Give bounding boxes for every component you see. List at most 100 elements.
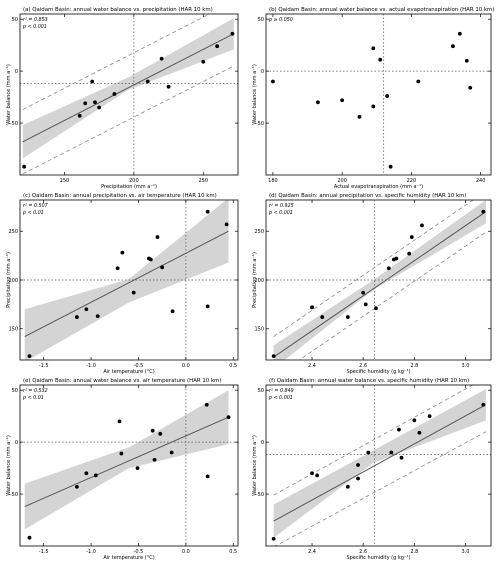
x-axis-label: Specific humidity (g kg⁻¹) (346, 369, 410, 375)
panel-f: 2.4 2.6 2.8 3.0 -50 0 50 (f) Qaidam Basin: annu… (252, 378, 492, 561)
data-point (409, 235, 414, 239)
y-tick-label: 250 (8, 229, 18, 235)
panel-d: 2.4 2.6 2.8 3.0 150 200 250 (d) Qaidam Basin: a… (252, 193, 492, 375)
data-point (205, 304, 210, 309)
data-point (345, 315, 350, 319)
chart-title: (b) Qaidam Basin: annual water balance v… (269, 7, 494, 13)
data-point (77, 113, 82, 118)
data-point (112, 92, 117, 96)
data-point (117, 419, 122, 424)
plot-frame (19, 384, 239, 547)
data-point (315, 473, 320, 478)
data-point (310, 305, 314, 310)
data-point (84, 471, 89, 476)
data-point (27, 354, 32, 358)
x-tick-label: 2.8 (410, 363, 418, 369)
data-point (356, 463, 360, 467)
data-point (169, 450, 174, 455)
x-tick-label: 2.4 (308, 363, 316, 369)
y-tick-label: -50 (10, 121, 18, 127)
data-point (320, 315, 325, 319)
x-tick-label: 2.6 (359, 549, 367, 555)
regression-line (273, 404, 487, 522)
regression-line (273, 211, 487, 358)
x-axis-label: Precipitation (mm a⁻¹) (101, 184, 157, 190)
data-point (374, 306, 378, 311)
plot-area (266, 200, 491, 360)
data-point (226, 415, 231, 420)
x-axis-label: Air temperature (°C) (103, 369, 154, 375)
y-axis-label: Precipitation (mm a⁻¹) (252, 252, 258, 308)
prediction-lower-line (274, 431, 487, 546)
x-tick-label: -1.0 (86, 549, 96, 555)
data-point (451, 44, 455, 49)
data-point (119, 451, 124, 456)
stat-annotation: r² = 0.532 (23, 388, 48, 394)
data-point (160, 265, 165, 270)
data-point (271, 79, 275, 84)
data-point (388, 164, 393, 169)
plot-frame (265, 384, 492, 547)
x-tick-label: 2.8 (410, 549, 418, 555)
x-tick-label: 2.4 (308, 549, 316, 555)
data-point (399, 455, 404, 460)
data-point (481, 209, 486, 214)
panel-b: 180 200 220 240 -50 0 50 (b) Qaidam Basin: annu… (252, 7, 494, 190)
chart-title: (a) Qaidam Basin: annual water balance v… (23, 7, 213, 13)
x-tick-label: 220 (407, 178, 417, 184)
data-point (97, 105, 102, 110)
y-tick-label: 50 (12, 17, 18, 23)
x-axis-label: Actual evapotranspiration (mm a⁻¹) (334, 184, 423, 190)
data-point (464, 58, 469, 63)
data-point (371, 104, 376, 109)
data-point (386, 266, 391, 271)
data-point (468, 85, 473, 90)
data-point (420, 223, 424, 228)
regression-line (24, 416, 229, 507)
y-tick-label: 0 (15, 440, 18, 446)
stat-annotation: p < 0.001 (268, 395, 293, 401)
data-point (385, 94, 390, 98)
y-tick-label: 150 (254, 327, 264, 333)
stat-annotation: p < 0.001 (22, 24, 47, 30)
stat-annotation: p < 0.01 (22, 395, 44, 401)
data-point (155, 235, 160, 239)
x-tick-label: 0.0 (182, 549, 190, 555)
y-tick-label: 0 (261, 440, 264, 446)
data-point (115, 266, 120, 271)
data-point (27, 535, 32, 540)
data-point (363, 302, 368, 307)
y-axis-label: Water balance (mm a⁻¹) (6, 64, 12, 125)
confidence-band (273, 200, 486, 360)
stat-annotation: p ≥ 0.050 (268, 17, 293, 23)
x-axis-label: Air temperature (°C) (103, 555, 154, 561)
y-tick-label: 250 (254, 229, 264, 235)
y-axis-label: Precipitation (mm a⁻¹) (6, 252, 12, 308)
data-point (271, 354, 276, 358)
data-point (345, 484, 350, 489)
regression-line (22, 33, 235, 143)
data-point (230, 31, 235, 36)
panel-a: 150 200 250 -50 0 50 (a) Qaidam Basin: annual … (6, 7, 239, 190)
y-tick-label: 200 (8, 278, 18, 284)
data-point (361, 290, 366, 295)
data-point (145, 79, 150, 84)
data-point (201, 59, 206, 64)
data-point (397, 427, 401, 432)
x-tick-label: 0.0 (182, 363, 190, 369)
prediction-upper-line (273, 200, 474, 337)
data-point (131, 290, 136, 295)
y-tick-label: -50 (256, 492, 264, 498)
y-tick-label: 50 (258, 17, 264, 23)
plot-area (20, 14, 238, 175)
y-axis-label: Water balance (mm a⁻¹) (252, 64, 258, 125)
confidence-band (24, 390, 229, 530)
data-point (74, 484, 79, 489)
data-point (83, 101, 88, 106)
x-tick-label: 240 (476, 178, 486, 184)
x-tick-label: -0.5 (134, 363, 144, 369)
data-point (74, 315, 79, 319)
stat-annotation: r² = 0.849 (269, 388, 294, 394)
y-tick-label: 200 (254, 278, 264, 284)
